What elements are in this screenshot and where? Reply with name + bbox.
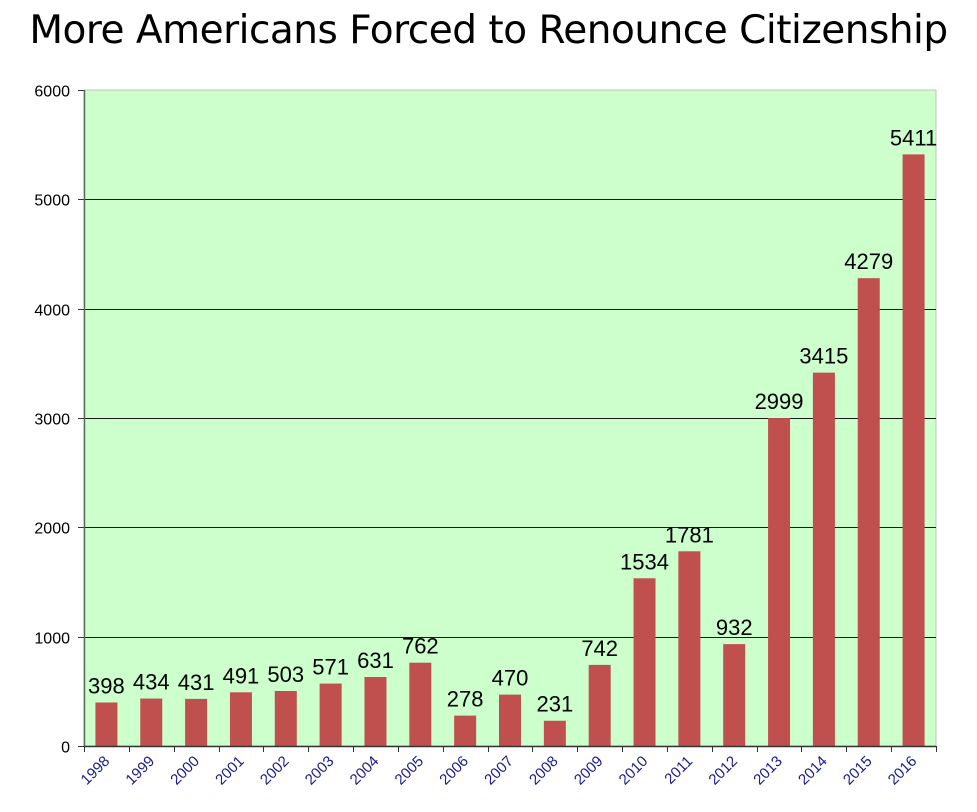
- bar: [274, 691, 297, 746]
- data-label: 932: [716, 615, 753, 640]
- bar: [364, 677, 387, 746]
- bar: [857, 278, 880, 746]
- data-label: 2999: [755, 389, 804, 414]
- x-tick-label: 2001: [212, 753, 248, 789]
- bar: [678, 551, 701, 746]
- bar: [902, 154, 925, 746]
- x-tick-label: 2010: [616, 753, 652, 789]
- bar: [768, 418, 791, 746]
- x-tick-label: 2014: [795, 753, 831, 789]
- data-label: 571: [312, 655, 349, 680]
- x-tick-label: 1998: [78, 753, 114, 789]
- x-tick-label: 1999: [122, 753, 158, 789]
- y-tick-label: 0: [61, 740, 70, 757]
- x-tick-label: 2016: [885, 753, 921, 789]
- data-label: 434: [133, 670, 170, 695]
- x-tick-label: 2008: [526, 753, 562, 789]
- bar: [812, 372, 835, 746]
- bar: [229, 692, 252, 746]
- x-tick-label: 2006: [436, 753, 472, 789]
- x-tick-label: 2015: [840, 753, 876, 789]
- data-label: 431: [178, 670, 215, 695]
- data-label: 470: [492, 666, 529, 691]
- x-tick-label: 2011: [661, 753, 696, 788]
- x-tick-label: 2004: [347, 753, 383, 789]
- bar: [409, 662, 432, 746]
- data-label: 503: [267, 662, 304, 687]
- x-tick-label: 2003: [302, 753, 338, 789]
- chart-title: More Americans Forced to Renounce Citize…: [29, 8, 948, 53]
- y-tick-label: 2000: [34, 521, 70, 538]
- data-label: 5411: [890, 125, 937, 150]
- data-label: 231: [536, 692, 573, 717]
- data-label: 398: [88, 673, 125, 698]
- bar: [723, 644, 746, 746]
- x-tick-label: 2009: [571, 753, 607, 789]
- x-tick-label: 2012: [705, 753, 741, 789]
- x-tick-label: 2000: [167, 753, 203, 789]
- bar: [95, 702, 118, 746]
- data-label: 1781: [665, 522, 714, 547]
- x-tick-label: 2002: [257, 753, 293, 789]
- data-label: 762: [402, 634, 439, 659]
- data-label: 631: [357, 648, 394, 673]
- data-label: 4279: [844, 249, 893, 274]
- data-label: 491: [223, 663, 260, 688]
- x-tick-label: 2007: [481, 753, 517, 789]
- x-tick-label: 2005: [392, 753, 428, 789]
- y-tick-label: 5000: [34, 193, 70, 210]
- data-label: 278: [447, 687, 484, 712]
- bar: [543, 720, 566, 746]
- y-tick-label: 4000: [34, 303, 70, 320]
- bar: [140, 698, 163, 746]
- bar: [633, 578, 656, 746]
- y-tick-label: 1000: [34, 631, 70, 648]
- data-label: 742: [581, 636, 618, 661]
- bar: [319, 683, 342, 746]
- y-tick-label: 3000: [34, 412, 70, 429]
- bar: [588, 664, 611, 746]
- x-tick-label: 2013: [750, 753, 786, 789]
- bar: [454, 715, 477, 746]
- bar: [185, 698, 208, 746]
- bar: [499, 694, 521, 746]
- y-tick-label: 6000: [34, 84, 70, 101]
- data-label: 3415: [799, 344, 848, 369]
- data-label: 1534: [620, 549, 669, 574]
